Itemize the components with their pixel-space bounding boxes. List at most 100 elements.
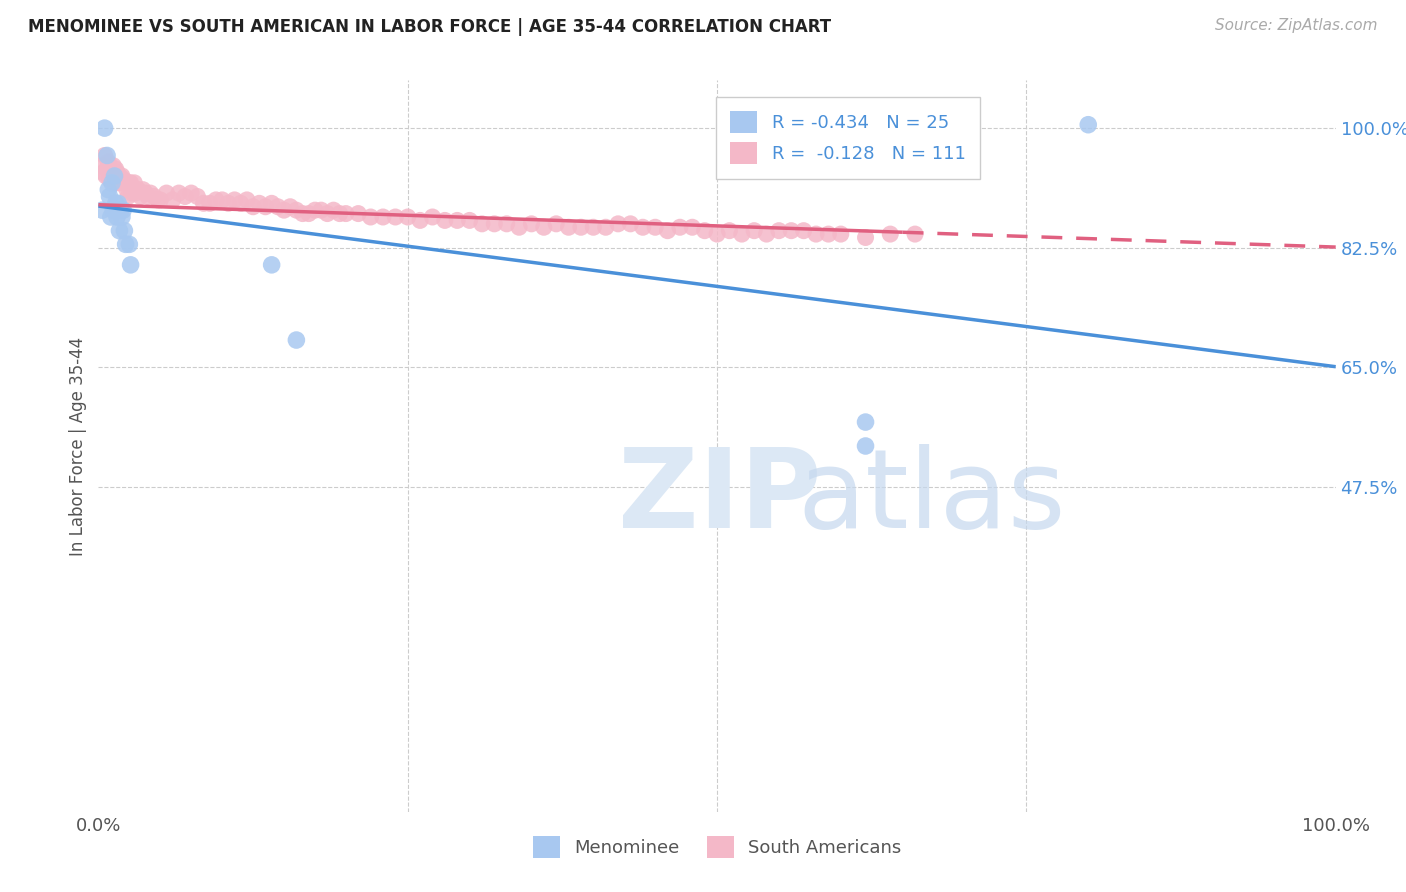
Point xyxy=(193,196,215,211)
Point xyxy=(285,333,308,347)
Point xyxy=(304,203,326,218)
Point xyxy=(103,176,125,190)
Point xyxy=(718,224,741,238)
Point xyxy=(121,186,143,200)
Point xyxy=(93,148,115,162)
Point xyxy=(100,169,122,183)
Point xyxy=(110,176,132,190)
Point xyxy=(533,220,555,235)
Point xyxy=(112,172,135,186)
Point xyxy=(136,189,159,203)
Point xyxy=(291,206,314,220)
Point xyxy=(117,189,139,203)
Point xyxy=(98,172,121,186)
Point xyxy=(1077,118,1099,132)
Point xyxy=(446,213,468,227)
Point xyxy=(143,189,166,203)
Point xyxy=(242,200,264,214)
Point xyxy=(104,196,127,211)
Point xyxy=(93,121,115,136)
Point xyxy=(768,224,790,238)
Point xyxy=(114,237,136,252)
Point xyxy=(569,220,592,235)
Point xyxy=(224,193,246,207)
Point xyxy=(108,224,131,238)
Point xyxy=(174,189,197,203)
Point xyxy=(316,206,339,220)
Point xyxy=(384,210,406,224)
Point xyxy=(285,203,308,218)
Point xyxy=(855,439,877,453)
Point xyxy=(742,224,765,238)
Point xyxy=(855,230,877,244)
Point xyxy=(254,200,277,214)
Point xyxy=(134,186,156,200)
Point xyxy=(111,210,134,224)
Y-axis label: In Labor Force | Age 35-44: In Labor Force | Age 35-44 xyxy=(69,336,87,556)
Point xyxy=(347,206,370,220)
Point xyxy=(110,203,132,218)
Point xyxy=(298,206,321,220)
Point xyxy=(484,217,506,231)
Point xyxy=(205,193,228,207)
Point xyxy=(155,186,177,200)
Point xyxy=(94,169,117,183)
Point xyxy=(198,196,221,211)
Point xyxy=(471,217,494,231)
Point xyxy=(433,213,456,227)
Point xyxy=(422,210,444,224)
Point xyxy=(91,203,114,218)
Point xyxy=(98,189,121,203)
Point xyxy=(101,176,124,190)
Point xyxy=(582,220,605,235)
Point xyxy=(644,220,666,235)
Point xyxy=(546,217,568,231)
Point xyxy=(329,206,352,220)
Point xyxy=(127,183,149,197)
Point xyxy=(619,217,641,231)
Point xyxy=(103,159,125,173)
Point xyxy=(149,193,172,207)
Point xyxy=(107,196,129,211)
Point xyxy=(793,224,815,238)
Point xyxy=(247,196,270,211)
Point xyxy=(669,220,692,235)
Point xyxy=(105,165,128,179)
Point xyxy=(120,258,142,272)
Point xyxy=(100,210,122,224)
Point xyxy=(122,183,145,197)
Point xyxy=(830,227,852,241)
Point xyxy=(780,224,803,238)
Point xyxy=(118,237,141,252)
Point xyxy=(236,193,259,207)
Point xyxy=(132,183,155,197)
Point xyxy=(124,186,146,200)
Point xyxy=(114,176,136,190)
Point xyxy=(520,217,543,231)
Point xyxy=(104,162,127,177)
Point xyxy=(322,203,344,218)
Point xyxy=(495,217,517,231)
Point xyxy=(396,210,419,224)
Point xyxy=(112,203,135,218)
Point xyxy=(267,200,290,214)
Point xyxy=(112,176,135,190)
Legend: Menominee, South Americans: Menominee, South Americans xyxy=(526,829,908,865)
Point xyxy=(211,193,233,207)
Point xyxy=(96,162,118,177)
Text: Source: ZipAtlas.com: Source: ZipAtlas.com xyxy=(1215,18,1378,33)
Point xyxy=(360,210,382,224)
Point xyxy=(229,196,252,211)
Point xyxy=(162,193,184,207)
Point xyxy=(108,169,131,183)
Point xyxy=(755,227,778,241)
Point xyxy=(103,203,125,218)
Point xyxy=(278,200,301,214)
Point xyxy=(508,220,530,235)
Point xyxy=(217,196,239,211)
Point xyxy=(557,220,579,235)
Point xyxy=(124,176,146,190)
Point xyxy=(129,189,152,203)
Point xyxy=(607,217,630,231)
Point xyxy=(112,224,135,238)
